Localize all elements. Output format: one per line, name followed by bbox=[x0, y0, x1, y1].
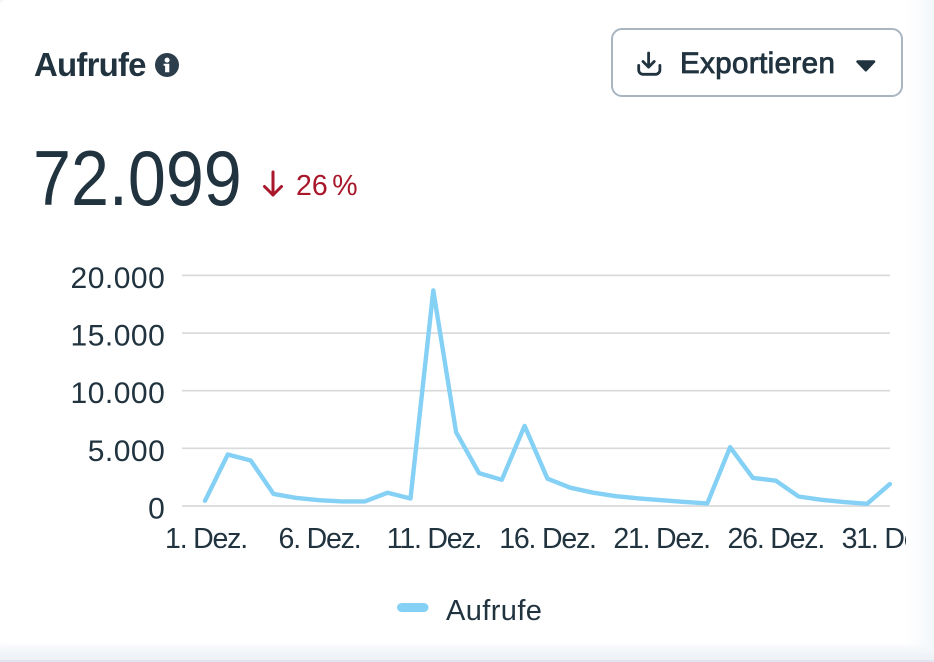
svg-text:6. Dez.: 6. Dez. bbox=[279, 523, 361, 555]
svg-text:15.000: 15.000 bbox=[71, 320, 166, 353]
svg-text:16. Dez.: 16. Dez. bbox=[499, 523, 596, 555]
svg-text:10.000: 10.000 bbox=[71, 377, 166, 410]
svg-text:31. Dez.: 31. Dez. bbox=[842, 523, 934, 555]
svg-text:1. Dez.: 1. Dez. bbox=[165, 523, 247, 555]
svg-text:11. Dez.: 11. Dez. bbox=[387, 523, 481, 555]
svg-text:5.000: 5.000 bbox=[88, 435, 166, 468]
svg-text:26. Dez.: 26. Dez. bbox=[728, 523, 825, 555]
svg-text:0: 0 bbox=[148, 492, 165, 525]
svg-text:20.000: 20.000 bbox=[71, 262, 166, 295]
svg-text:Aufrufe: Aufrufe bbox=[446, 595, 542, 627]
svg-text:21. Dez.: 21. Dez. bbox=[613, 523, 710, 555]
